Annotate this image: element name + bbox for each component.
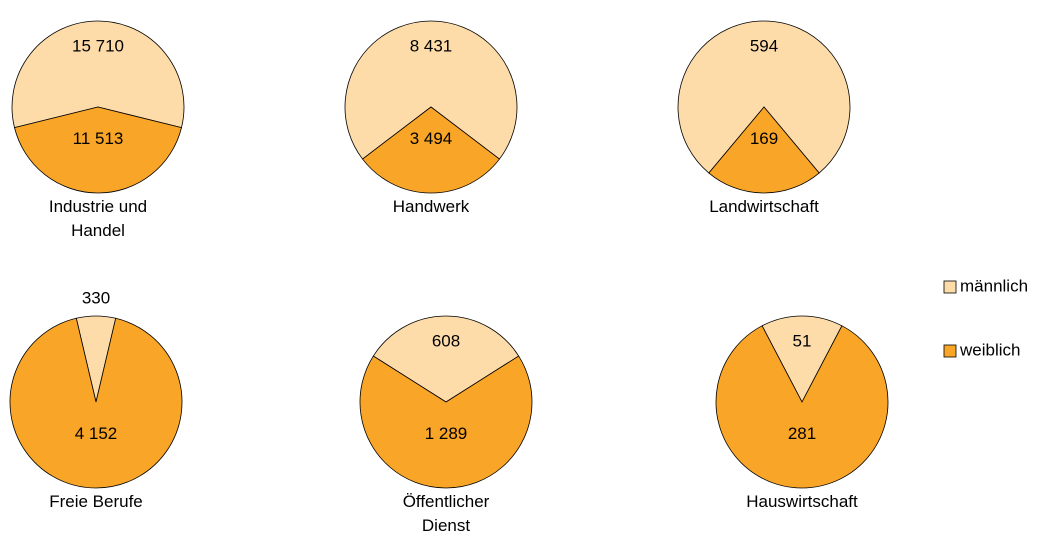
pie-slice: [677, 20, 851, 174]
value-label: 169: [750, 129, 778, 148]
legend-label: männlich: [960, 276, 1028, 295]
pie-slice: [761, 315, 843, 403]
pie-slice: [361, 106, 501, 194]
pie-label: Handwerk: [392, 197, 470, 216]
value-label: 594: [750, 36, 778, 55]
pie-slice: [14, 106, 182, 194]
value-label: 8 431: [410, 36, 453, 55]
value-label: 4 152: [75, 424, 118, 443]
pie-label: Öffentlicher Dienst: [402, 492, 490, 534]
value-label: 11 513: [73, 129, 124, 148]
pie-slice: [708, 106, 820, 194]
pie-slice: [359, 355, 533, 489]
value-label: 330: [82, 288, 110, 307]
pie-label: Hauswirtschaft: [746, 492, 858, 511]
value-label: 1 289: [425, 424, 468, 443]
pie-slice: [9, 317, 183, 489]
pie-label: Landwirtschaft: [709, 197, 819, 216]
pie-label: Industrie und Handel: [48, 197, 148, 240]
value-label: 15 710: [72, 36, 124, 55]
legend-swatch: [943, 344, 957, 358]
pie-slice: [344, 20, 518, 160]
pie-slice: [372, 315, 520, 403]
value-label: 281: [788, 424, 816, 443]
pie-label: Freie Berufe: [49, 492, 143, 511]
legend-swatch: [943, 280, 957, 294]
value-label: 608: [432, 331, 460, 350]
value-label: 51: [793, 331, 812, 350]
pie-slice: [11, 20, 185, 129]
value-label: 3 494: [410, 129, 453, 148]
legend-label: weiblich: [959, 340, 1020, 359]
pie-slice: [715, 325, 889, 489]
